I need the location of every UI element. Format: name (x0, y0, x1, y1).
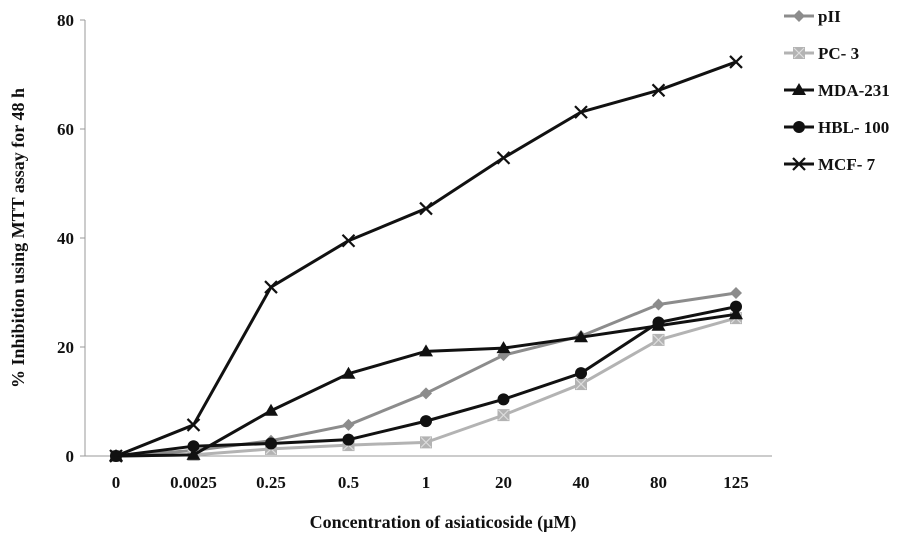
legend-item: pII (784, 7, 841, 26)
data-point (264, 403, 278, 416)
legend-label: PC- 3 (818, 44, 859, 63)
x-tick-label: 80 (650, 473, 667, 492)
x-tick-label: 0.25 (256, 473, 286, 492)
data-point (496, 151, 511, 165)
data-point (186, 418, 201, 432)
legend-label: HBL- 100 (818, 118, 889, 137)
data-point (729, 307, 743, 320)
x-tick-label: 20 (495, 473, 512, 492)
y-tick-label: 40 (57, 229, 74, 248)
x-axis-title: Concentration of asiaticoside (μM) (310, 512, 577, 533)
data-point (420, 436, 432, 449)
legend-marker (793, 10, 805, 22)
data-point (730, 287, 742, 300)
series-line (115, 316, 737, 458)
data-point (497, 409, 510, 422)
data-point (651, 83, 666, 98)
legend-item: MCF- 7 (784, 155, 876, 174)
legend-label: MCF- 7 (818, 155, 876, 174)
y-tick-label: 60 (57, 120, 74, 139)
data-point (265, 437, 277, 450)
legend-label: MDA-231 (818, 81, 890, 100)
series-mcf-7 (109, 55, 743, 463)
series-pii (110, 287, 742, 462)
data-point (420, 415, 432, 428)
x-tick-label: 1 (422, 473, 431, 492)
data-point (652, 316, 665, 329)
legend: pII PC- 3 MDA-231 HBL- 100 MCF- 7 (784, 7, 890, 174)
y-tick-label: 20 (57, 338, 74, 357)
series-mda-231 (109, 307, 743, 461)
legend-marker (793, 121, 805, 133)
series-hbl-100 (110, 300, 742, 462)
data-point (186, 447, 201, 460)
data-point (342, 418, 355, 431)
y-axis-ticks: 0 20 40 60 80 (57, 11, 85, 466)
x-tick-label: 0 (112, 473, 121, 492)
data-point (420, 387, 432, 400)
data-point (574, 330, 588, 343)
series-line (115, 291, 737, 458)
y-tick-label: 0 (66, 447, 75, 466)
x-tick-label: 125 (723, 473, 749, 492)
data-point (419, 344, 433, 357)
legend-label: pII (818, 7, 841, 26)
data-point (730, 300, 742, 313)
data-point (341, 366, 356, 379)
x-tick-label: 0.5 (338, 473, 359, 492)
x-tick-label: 0.0025 (170, 473, 217, 492)
series-line (115, 312, 737, 458)
data-point (652, 298, 665, 311)
legend-marker (792, 83, 806, 95)
data-point (497, 393, 510, 406)
data-point (575, 367, 587, 380)
legend-item: PC- 3 (784, 44, 859, 63)
legend-marker (793, 47, 805, 59)
data-point (729, 55, 743, 69)
data-point (496, 341, 511, 354)
data-point (574, 105, 588, 119)
legend-item: MDA-231 (784, 81, 890, 100)
legend-marker (792, 157, 806, 171)
legend-item: HBL- 100 (784, 118, 889, 137)
data-point (187, 440, 200, 453)
data-point (109, 449, 123, 463)
y-axis-title: % Inhibition using MTT assay for 48 h (8, 88, 28, 388)
x-tick-label: 40 (573, 473, 590, 492)
data-point (575, 378, 587, 391)
series-layer (109, 55, 743, 463)
y-tick-label: 80 (57, 11, 74, 30)
series-pc-3 (110, 312, 742, 462)
data-point (419, 201, 433, 216)
data-point (342, 433, 355, 446)
x-axis-ticks: 0 0.0025 0.25 0.5 1 20 40 80 125 (112, 473, 749, 492)
data-point (652, 333, 665, 346)
data-point (341, 233, 356, 248)
data-point (264, 280, 278, 294)
